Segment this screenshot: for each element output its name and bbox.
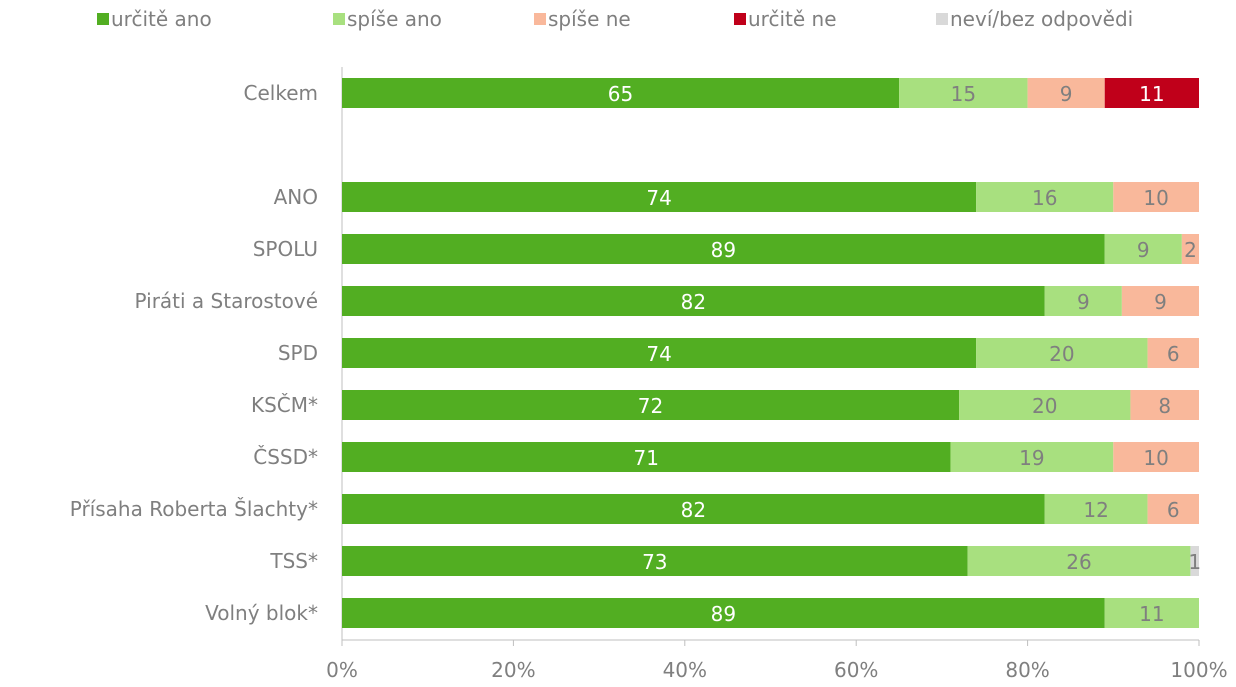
bar-segment	[342, 390, 960, 420]
value-label: 19	[1019, 446, 1044, 470]
bar-segment	[967, 546, 1191, 576]
category-label: Celkem	[244, 81, 318, 105]
legend-swatch	[97, 13, 109, 25]
bar-segment	[342, 182, 977, 212]
x-tick-label: 100%	[1170, 658, 1227, 682]
category-label: SPOLU	[253, 237, 318, 261]
bar-segment	[1044, 286, 1122, 316]
bar-segment	[1181, 234, 1199, 264]
legend-swatch	[333, 13, 345, 25]
value-label: 16	[1032, 186, 1057, 210]
bar-segment	[1104, 234, 1182, 264]
bar-segment	[1104, 78, 1199, 108]
legend-label: neví/bez odpovědi	[950, 7, 1133, 31]
x-tick-label: 40%	[663, 658, 707, 682]
value-label: 11	[1139, 602, 1164, 626]
bar-segment	[976, 338, 1148, 368]
value-label: 9	[1077, 290, 1090, 314]
bar-segment	[950, 442, 1114, 472]
value-label: 6	[1167, 342, 1180, 366]
value-label: 9	[1137, 238, 1150, 262]
category-label: KSČM*	[251, 393, 318, 417]
bar-segment	[976, 182, 1114, 212]
value-label: 10	[1143, 186, 1168, 210]
value-label: 9	[1154, 290, 1167, 314]
bar-segment	[959, 390, 1131, 420]
category-label: ČSSD*	[253, 445, 318, 469]
value-label: 89	[711, 238, 736, 262]
value-label: 2	[1184, 238, 1197, 262]
bar-segment	[1113, 182, 1199, 212]
value-label: 74	[646, 342, 671, 366]
bar-segment	[1044, 494, 1148, 524]
legend-label: spíše ne	[548, 7, 631, 31]
legend-swatch	[936, 13, 948, 25]
bar-segment	[1113, 442, 1199, 472]
category-label: TSS*	[269, 549, 318, 573]
value-label: 12	[1083, 498, 1108, 522]
bar-segment	[342, 234, 1105, 264]
value-label: 1	[1188, 550, 1201, 574]
value-label: 8	[1158, 394, 1171, 418]
x-tick-label: 80%	[1005, 658, 1049, 682]
value-label: 11	[1139, 82, 1164, 106]
bar-segment	[1027, 78, 1105, 108]
legend-swatch	[734, 13, 746, 25]
legend-label: určitě ne	[748, 7, 837, 31]
value-label: 89	[711, 602, 736, 626]
value-label: 82	[681, 290, 706, 314]
value-label: 74	[646, 186, 671, 210]
bar-segment	[342, 598, 1105, 628]
value-label: 6	[1167, 498, 1180, 522]
bar-segment	[899, 78, 1028, 108]
category-label: Piráti a Starostové	[135, 289, 318, 313]
x-tick-label: 20%	[491, 658, 535, 682]
value-label: 65	[608, 82, 633, 106]
legend-label: určitě ano	[111, 7, 212, 31]
value-label: 26	[1066, 550, 1091, 574]
x-tick-label: 0%	[326, 658, 358, 682]
bar-segment	[1104, 598, 1199, 628]
value-label: 20	[1049, 342, 1074, 366]
value-label: 9	[1060, 82, 1073, 106]
bar-segment	[342, 546, 968, 576]
category-label: ANO	[274, 185, 318, 209]
bar-segment	[1121, 286, 1199, 316]
x-tick-label: 60%	[834, 658, 878, 682]
value-label: 15	[951, 82, 976, 106]
bar-segment	[1190, 546, 1199, 576]
legend-swatch	[534, 13, 546, 25]
legend-label: spíše ano	[347, 7, 442, 31]
category-label: Volný blok*	[205, 601, 318, 625]
value-label: 71	[634, 446, 659, 470]
bar-segment	[342, 78, 900, 108]
value-label: 73	[642, 550, 667, 574]
value-label: 82	[681, 498, 706, 522]
bar-segment	[342, 338, 977, 368]
value-label: 10	[1143, 446, 1168, 470]
bar-segment	[1147, 338, 1199, 368]
bar-segment	[1147, 494, 1199, 524]
value-label: 20	[1032, 394, 1057, 418]
bar-segment	[342, 494, 1045, 524]
category-label: Přísaha Roberta Šlachty*	[70, 497, 318, 521]
category-label: SPD	[278, 341, 318, 365]
value-label: 72	[638, 394, 663, 418]
bar-segment	[342, 442, 951, 472]
bar-segment	[342, 286, 1045, 316]
bar-segment	[1130, 390, 1199, 420]
